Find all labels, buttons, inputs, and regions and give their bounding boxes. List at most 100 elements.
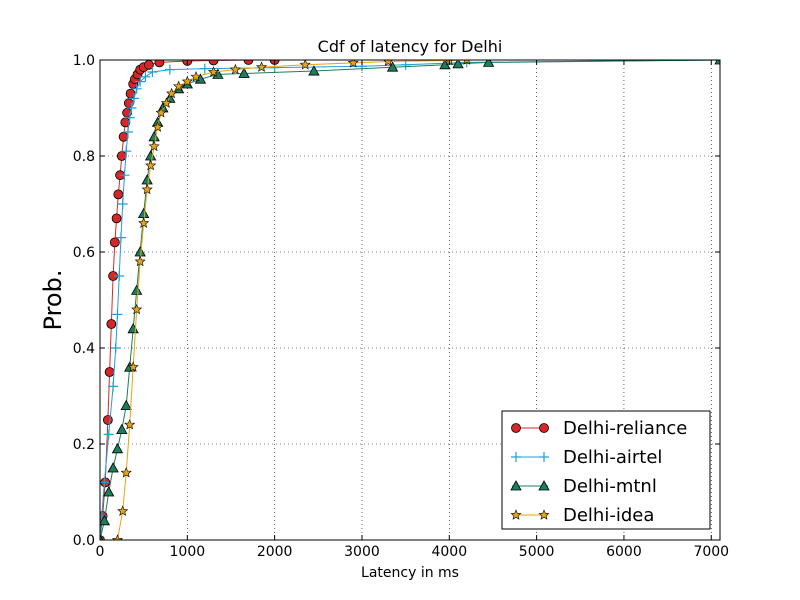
y-tick-label: 1.0	[73, 53, 95, 69]
x-tick-label: 5000	[519, 544, 555, 560]
data-point	[121, 146, 132, 157]
data-point	[104, 367, 115, 377]
data-point	[256, 61, 268, 72]
data-point	[124, 112, 135, 123]
data-point	[110, 343, 121, 353]
data-point	[238, 67, 250, 78]
data-point	[109, 237, 120, 248]
data-point	[243, 60, 254, 65]
data-point	[135, 76, 146, 87]
data-point	[452, 60, 464, 69]
legend-marker	[510, 509, 522, 520]
data-point	[131, 303, 143, 315]
data-point	[126, 103, 137, 113]
plot-series	[100, 60, 720, 540]
series-line	[116, 60, 467, 540]
data-point	[148, 140, 160, 152]
data-point	[122, 127, 133, 137]
legend-marker	[511, 423, 521, 433]
legend: Delhi-reliance Delhi-airtel Delhi-mtnl Delh…	[501, 410, 711, 530]
data-point	[482, 60, 495, 67]
data-point	[116, 151, 127, 161]
data-point	[383, 60, 394, 67]
data-point	[190, 70, 202, 82]
data-point	[116, 423, 128, 435]
x-axis-label: Latency in ms	[361, 565, 459, 581]
data-point	[714, 60, 720, 65]
data-point	[463, 60, 471, 65]
y-tick-label: 0.8	[73, 149, 95, 165]
data-point	[181, 75, 193, 87]
data-point	[199, 63, 210, 74]
data-point	[103, 429, 114, 440]
data-point	[127, 361, 139, 372]
x-tick-label: 3000	[344, 544, 380, 560]
data-point	[115, 232, 126, 243]
data-point	[113, 189, 124, 200]
data-point	[100, 477, 110, 488]
legend-marker	[539, 452, 549, 462]
y-axis-label: Prob.	[39, 270, 67, 331]
data-point	[120, 466, 132, 478]
data-point	[141, 183, 153, 195]
data-point	[134, 255, 146, 267]
data-point	[103, 486, 115, 497]
data-point	[173, 80, 185, 92]
legend-marker	[538, 480, 550, 491]
data-point	[299, 60, 311, 70]
data-point	[386, 61, 399, 72]
data-point	[229, 63, 241, 75]
legend-box	[501, 410, 711, 530]
data-point	[138, 217, 150, 228]
legend-marker	[510, 480, 522, 491]
data-point	[439, 60, 451, 70]
data-point	[308, 65, 320, 76]
legend-label: Delhi-idea	[563, 505, 654, 526]
data-point	[129, 93, 140, 104]
x-tick-label: 4000	[431, 544, 467, 560]
legend-label: Delhi-reliance	[563, 418, 687, 439]
legend-label: Delhi-mtnl	[563, 476, 657, 497]
y-tick-label: 0.6	[73, 245, 95, 261]
data-point	[114, 271, 125, 281]
x-axis-ticks: 0 1000 2000 3000 4000 5000 6000 7000	[96, 60, 729, 560]
legend-marker	[539, 423, 549, 433]
legend-marker	[538, 509, 550, 520]
data-point	[102, 415, 113, 425]
x-tick-label: 1000	[170, 544, 206, 560]
data-point	[112, 309, 123, 320]
data-point	[108, 381, 119, 392]
data-point	[152, 121, 164, 132]
data-point	[117, 505, 129, 516]
data-point	[154, 60, 165, 68]
data-point	[145, 159, 157, 171]
data-point	[100, 514, 111, 526]
x-tick-label: 0	[96, 544, 105, 560]
chart-title: Cdf of latency for Delhi	[318, 37, 503, 56]
y-axis-ticks: 0.0 0.2 0.4 0.6 0.8 1.0	[73, 53, 720, 549]
data-point	[106, 319, 117, 329]
data-point	[155, 106, 167, 118]
data-point	[107, 462, 119, 473]
data-point	[130, 284, 143, 295]
data-point	[111, 213, 122, 224]
y-tick-label: 0.4	[73, 341, 95, 357]
data-point	[119, 170, 130, 181]
data-point	[120, 399, 132, 411]
legend-marker	[511, 452, 521, 462]
x-tick-label: 6000	[606, 544, 642, 560]
data-point	[111, 442, 124, 454]
data-point	[160, 97, 172, 108]
y-tick-label: 0.0	[73, 533, 95, 549]
data-point	[140, 71, 151, 82]
data-point	[164, 64, 175, 75]
data-point	[131, 83, 142, 94]
data-point	[208, 66, 220, 77]
plot-frame	[99, 59, 721, 541]
y-tick-label: 0.2	[73, 437, 95, 453]
x-tick-label: 2000	[257, 544, 293, 560]
data-point	[124, 418, 136, 430]
data-point	[117, 199, 128, 209]
series-4	[111, 60, 471, 540]
